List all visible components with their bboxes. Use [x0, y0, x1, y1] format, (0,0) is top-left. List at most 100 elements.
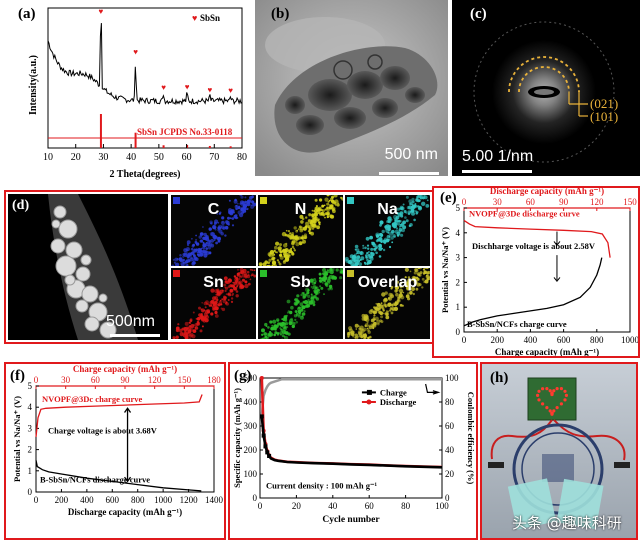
xrd-legend-label: SbSn [200, 13, 220, 23]
top-tick-label: 150 [623, 197, 637, 207]
xrd-x-tick-label: 20 [71, 152, 81, 163]
y2-tick-label: 40 [445, 445, 455, 455]
panel-label-b: (b) [271, 6, 289, 23]
capacity-point [262, 434, 266, 438]
x-tick-label: 400 [80, 495, 94, 505]
top-tick-label: 0 [34, 375, 39, 385]
led-dot [563, 398, 566, 401]
legend-charge: Charge [380, 387, 407, 397]
xrd-x-tick-label: 30 [98, 152, 108, 163]
led-dot [545, 406, 548, 409]
eds-map-label: Na [345, 201, 430, 219]
eds-map-overlap: Overlap [344, 267, 431, 340]
panel-label-e: (e) [440, 190, 457, 206]
top-tick-label: 90 [559, 197, 569, 207]
top-axis-label: Charge capacity (mAh g⁻¹) [73, 364, 177, 374]
capacity-line [262, 416, 442, 467]
y-tick-label: 2 [28, 445, 33, 455]
led-dot [565, 394, 568, 397]
y2-axis-label: Coulombic efficiency (%) [466, 392, 476, 485]
capacity-point [260, 414, 264, 418]
haadf-particle [51, 239, 65, 253]
xrd-x-tick-label: 60 [182, 152, 192, 163]
x-tick-label: 800 [590, 335, 604, 345]
y-axis-label: Potential vs Na/Na⁺ (V) [12, 396, 22, 482]
top-tick-label: 60 [91, 375, 101, 385]
x-tick-label: 1000 [154, 495, 173, 505]
y2-tick-label: 0 [445, 493, 450, 503]
led-dot [560, 387, 563, 390]
led-dot [541, 387, 544, 390]
y-tick-label: 400 [244, 397, 258, 407]
haadf-particle [59, 220, 77, 238]
panel-label-d: (d) [12, 198, 29, 214]
xrd-pattern-line [48, 23, 242, 104]
panel-c-saed: (c) (021) (101) 5.00 1/nm [452, 0, 640, 176]
panel-label-f: (f) [10, 368, 25, 384]
led-dot [563, 390, 566, 393]
y2-tick-label: 20 [445, 469, 455, 479]
mid-annotation: Charge voltage is about 3.68V [48, 426, 158, 436]
tem-scale-bar [379, 172, 439, 175]
led-dot [560, 402, 563, 405]
saed-ring-label-2: (101) [590, 109, 618, 125]
y-axis-label: Specific capacity (mAh g⁻¹) [232, 388, 242, 488]
top-tick-label: 120 [590, 197, 604, 207]
haadf-particle [81, 255, 91, 265]
y-tick-label: 3 [28, 423, 33, 433]
legend-discharge: Discharge [380, 397, 417, 407]
red-curve-label: NVOPF@3Dc charge curve [42, 394, 142, 404]
y-tick-label: 0 [456, 327, 461, 337]
xrd-x-tick-label: 40 [126, 152, 136, 163]
xrd-peak-marker: ♥ [133, 48, 138, 57]
series-line [464, 220, 610, 257]
led-dot [552, 389, 555, 392]
x-tick-label: 0 [34, 495, 39, 505]
y-tick-label: 2 [456, 277, 461, 287]
capacity-point [260, 376, 264, 380]
y-tick-label: 1 [456, 302, 461, 312]
xrd-x-tick-label: 70 [209, 152, 219, 163]
y-tick-label: 100 [244, 469, 258, 479]
xrd-x-axis-label: 2 Theta(degrees) [109, 169, 180, 180]
y-tick-label: 300 [244, 421, 258, 431]
eds-map-na: Na [344, 194, 431, 267]
mid-annotation: Dischharge voltage is about 2.58V [472, 241, 596, 251]
top-tick-label: 60 [526, 197, 536, 207]
eds-map-sb: Sb [257, 267, 344, 340]
panel-label-h: (h) [490, 370, 508, 387]
y2-tick-label: 100 [445, 373, 459, 383]
saed-scale-bar [462, 170, 532, 173]
haadf-image: (d) 500nm [8, 194, 168, 340]
haadf-particle [99, 294, 107, 302]
series-line [464, 258, 602, 326]
y-tick-label: 4 [28, 402, 33, 412]
x-tick-label: 800 [131, 495, 145, 505]
haadf-scale-label: 500nm [106, 313, 155, 331]
panel-label-a: (a) [18, 6, 36, 23]
x-tick-label: 400 [524, 335, 538, 345]
eds-map-label: N [258, 201, 343, 219]
x-tick-label: 200 [490, 335, 504, 345]
x-tick-label: 1400 [205, 495, 224, 505]
led-dot [556, 406, 559, 409]
xrd-x-tick-label: 80 [237, 152, 247, 163]
red-curve-label: NVOPF@3De discharge curve [469, 209, 580, 219]
led-dot [545, 387, 548, 390]
x-tick-label: 200 [55, 495, 69, 505]
x-tick-label: 20 [292, 501, 302, 511]
eds-map-label: C [171, 201, 256, 219]
x-axis-label: Discharge capacity (mAh g⁻¹) [68, 507, 182, 517]
led-dot [541, 402, 544, 405]
x-tick-label: 80 [401, 501, 411, 511]
x-axis-label: Charge capacity (mAh g⁻¹) [495, 347, 599, 356]
x-tick-label: 1200 [180, 495, 199, 505]
y-tick-label: 200 [244, 445, 258, 455]
xrd-x-tick-label: 10 [43, 152, 53, 163]
x-axis-label: Cycle number [322, 515, 380, 525]
y-tick-label: 5 [28, 381, 33, 391]
y-tick-label: 0 [253, 493, 258, 503]
